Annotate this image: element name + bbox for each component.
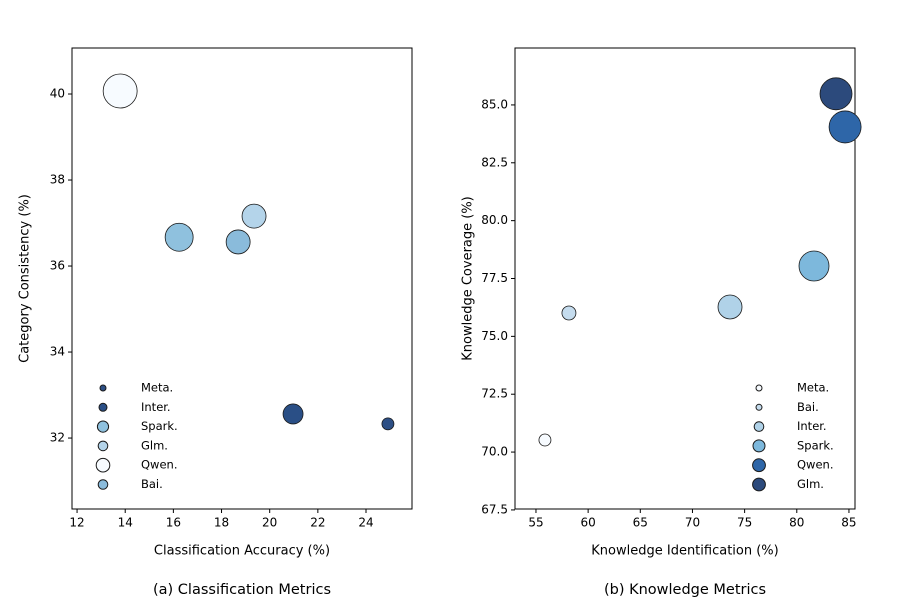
legend-marker: [752, 439, 766, 453]
y-tick-label: 70.0: [481, 445, 508, 459]
plot-frame: [71, 47, 413, 510]
x-tick-label: 85: [841, 516, 856, 530]
legend-label: Bai.: [141, 477, 163, 491]
legend-label: Inter.: [797, 419, 827, 433]
legend-label: Spark.: [141, 419, 178, 433]
bubble: [381, 417, 395, 431]
legend-marker: [97, 440, 109, 452]
bubble: [538, 433, 552, 447]
legend-marker: [755, 384, 763, 392]
bubble: [561, 305, 577, 321]
y-tick-label: 36: [50, 259, 65, 273]
legend-label: Meta.: [797, 381, 829, 395]
legend-marker: [755, 403, 763, 411]
subtitle: (b) Knowledge Metrics: [604, 582, 766, 598]
y-tick-label: 75.0: [481, 329, 508, 343]
x-tick-label: 75: [737, 516, 752, 530]
legend-marker: [95, 457, 111, 473]
x-tick-label: 20: [262, 516, 277, 530]
y-tick-label: 85.0: [481, 97, 508, 111]
y-axis-label: Category Consistency (%): [18, 194, 33, 363]
x-tick-label: 14: [118, 516, 133, 530]
x-axis-label: Classification Accuracy (%): [154, 544, 330, 559]
y-tick-label: 77.5: [481, 271, 508, 285]
legend-marker: [752, 477, 766, 492]
x-tick-label: 65: [633, 516, 648, 530]
legend-marker: [98, 402, 108, 412]
bubble: [225, 229, 251, 255]
x-tick-label: 16: [166, 516, 181, 530]
legend-label: Inter.: [141, 400, 171, 414]
x-axis-label: Knowledge Identification (%): [591, 544, 778, 559]
legend-marker: [96, 420, 110, 433]
y-tick-label: 40: [50, 87, 65, 101]
y-tick-label: 32: [50, 431, 65, 445]
legend-marker: [753, 421, 765, 432]
y-tick-label: 82.5: [481, 155, 508, 169]
bubble: [828, 110, 862, 144]
legend-marker: [752, 458, 766, 473]
x-tick-label: 22: [310, 516, 325, 530]
subtitle: (a) Classification Metrics: [153, 582, 331, 598]
legend-label: Bai.: [797, 400, 819, 414]
legend-label: Glm.: [141, 438, 168, 452]
x-tick-label: 12: [69, 516, 84, 530]
x-tick-label: 70: [685, 516, 700, 530]
legend-label: Qwen.: [797, 458, 833, 472]
bubble: [819, 77, 853, 111]
legend-marker: [99, 384, 107, 392]
y-tick-label: 38: [50, 173, 65, 187]
x-tick-label: 55: [528, 516, 543, 530]
bubble: [102, 73, 138, 109]
legend-label: Spark.: [797, 438, 834, 452]
x-tick-label: 60: [580, 516, 595, 530]
legend-label: Glm.: [797, 477, 824, 491]
bubble: [717, 294, 743, 320]
x-tick-label: 80: [789, 516, 804, 530]
y-axis-label: Knowledge Coverage (%): [461, 196, 476, 361]
y-tick-label: 67.5: [481, 502, 508, 516]
legend-label: Qwen.: [141, 458, 177, 472]
legend-label: Meta.: [141, 381, 173, 395]
y-tick-label: 34: [50, 345, 65, 359]
bubble: [798, 250, 830, 282]
bubble: [241, 203, 267, 229]
x-tick-label: 18: [214, 516, 229, 530]
x-tick-label: 24: [358, 516, 373, 530]
legend-marker: [97, 479, 109, 490]
y-tick-label: 72.5: [481, 387, 508, 401]
bubble: [164, 222, 194, 252]
bubble: [282, 403, 304, 425]
plot-frame: [514, 47, 856, 510]
y-tick-label: 80.0: [481, 213, 508, 227]
